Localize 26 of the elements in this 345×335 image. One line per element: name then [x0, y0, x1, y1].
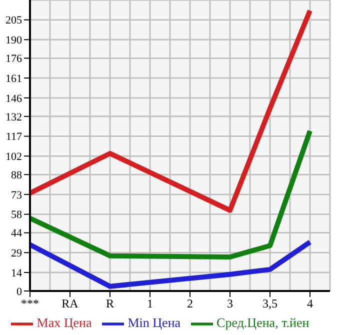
x-tick-label: 1 [147, 296, 153, 311]
x-tick-label: 4 [307, 296, 313, 311]
y-tick-label: 161 [6, 72, 22, 85]
y-tick-label: 58 [11, 209, 22, 222]
legend-label: Min Цена [128, 314, 181, 330]
y-tick-label: 44 [11, 228, 22, 240]
x-tick-label: 3 [227, 296, 233, 311]
y-tick-label: 73 [11, 189, 22, 202]
y-tick-label: 117 [6, 131, 22, 144]
x-tick-label: RA [62, 296, 79, 311]
y-tick-label: 190 [6, 34, 22, 47]
x-tick-label: 3,5 [262, 296, 278, 311]
y-tick-label: 102 [6, 150, 22, 163]
y-tick-label: 205 [6, 14, 22, 27]
y-tick-label: 132 [6, 111, 22, 124]
y-tick-label: 146 [6, 92, 22, 105]
y-tick-label: 14 [11, 267, 22, 280]
y-tick-label: 0 [16, 286, 22, 298]
x-tick-label: 2 [187, 296, 193, 311]
x-tick-label: R [106, 296, 114, 311]
y-tick-label: 176 [6, 53, 22, 66]
y-tick-label: 88 [11, 170, 22, 182]
legend-label: Сред.Цена, т.йен [216, 314, 310, 330]
legend-label: Max Цена [36, 314, 92, 330]
x-tick-label: *** [21, 296, 39, 311]
y-tick-label: 29 [11, 248, 22, 260]
